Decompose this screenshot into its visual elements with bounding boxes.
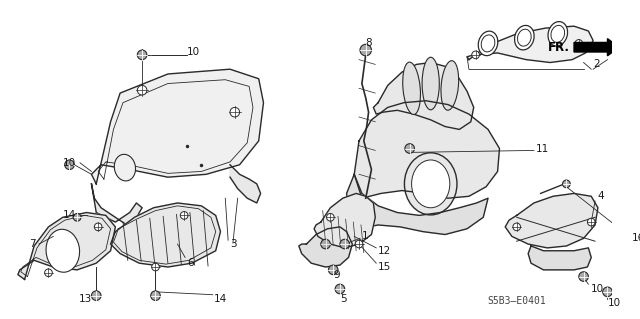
- Ellipse shape: [518, 29, 531, 46]
- Circle shape: [150, 291, 160, 300]
- Text: 10: 10: [607, 298, 621, 308]
- Text: 5: 5: [340, 293, 346, 304]
- Polygon shape: [373, 63, 474, 130]
- Circle shape: [328, 265, 338, 275]
- Circle shape: [575, 40, 582, 47]
- Text: 4: 4: [598, 191, 605, 201]
- Circle shape: [230, 108, 239, 117]
- Circle shape: [138, 85, 147, 95]
- Text: FR.: FR.: [548, 41, 570, 54]
- Circle shape: [360, 44, 371, 56]
- Circle shape: [563, 180, 570, 188]
- Circle shape: [180, 211, 188, 219]
- Circle shape: [74, 213, 81, 221]
- Circle shape: [588, 218, 595, 226]
- Ellipse shape: [515, 26, 534, 50]
- Text: 11: 11: [536, 144, 549, 153]
- Text: 12: 12: [378, 246, 392, 256]
- Circle shape: [603, 287, 612, 297]
- Polygon shape: [92, 184, 142, 227]
- Ellipse shape: [115, 154, 136, 181]
- Polygon shape: [111, 203, 220, 267]
- Ellipse shape: [403, 62, 420, 115]
- Text: 15: 15: [378, 262, 392, 272]
- Text: 10: 10: [187, 47, 200, 57]
- Text: 14: 14: [214, 293, 227, 304]
- Ellipse shape: [441, 61, 459, 110]
- Circle shape: [321, 239, 330, 249]
- Text: 1: 1: [362, 231, 369, 241]
- Ellipse shape: [412, 160, 450, 208]
- Text: 6: 6: [187, 258, 194, 268]
- Circle shape: [335, 284, 345, 294]
- Text: 13: 13: [79, 293, 92, 304]
- Ellipse shape: [548, 22, 568, 46]
- Polygon shape: [505, 193, 598, 248]
- Circle shape: [94, 223, 102, 231]
- Text: 7: 7: [29, 239, 36, 249]
- Circle shape: [65, 160, 74, 169]
- Text: 9: 9: [333, 270, 340, 280]
- Ellipse shape: [478, 31, 498, 56]
- Circle shape: [322, 240, 330, 248]
- Text: 3: 3: [230, 239, 237, 249]
- Circle shape: [340, 239, 349, 249]
- Ellipse shape: [46, 229, 79, 272]
- Polygon shape: [528, 246, 591, 270]
- Text: 14: 14: [63, 211, 76, 220]
- Circle shape: [355, 240, 363, 248]
- Polygon shape: [299, 227, 353, 267]
- Text: 8: 8: [365, 38, 372, 48]
- Circle shape: [326, 213, 334, 221]
- Circle shape: [138, 50, 147, 60]
- FancyArrow shape: [574, 39, 619, 56]
- Polygon shape: [347, 174, 488, 234]
- Text: 16: 16: [632, 233, 640, 243]
- Circle shape: [92, 291, 101, 300]
- Ellipse shape: [481, 35, 495, 52]
- Ellipse shape: [422, 57, 439, 110]
- Polygon shape: [18, 212, 115, 279]
- Polygon shape: [355, 101, 499, 198]
- Text: 2: 2: [593, 59, 600, 70]
- Circle shape: [513, 223, 520, 231]
- Circle shape: [405, 144, 415, 153]
- Circle shape: [579, 272, 588, 281]
- Ellipse shape: [404, 153, 457, 215]
- Circle shape: [45, 269, 52, 277]
- Polygon shape: [314, 193, 375, 248]
- Text: 10: 10: [591, 284, 604, 294]
- Ellipse shape: [551, 25, 564, 42]
- Circle shape: [152, 263, 159, 271]
- Polygon shape: [230, 165, 260, 203]
- Polygon shape: [92, 69, 264, 184]
- Text: S5B3–E0401: S5B3–E0401: [487, 296, 546, 307]
- Text: 10: 10: [63, 158, 76, 168]
- Polygon shape: [467, 26, 593, 63]
- Circle shape: [472, 51, 479, 59]
